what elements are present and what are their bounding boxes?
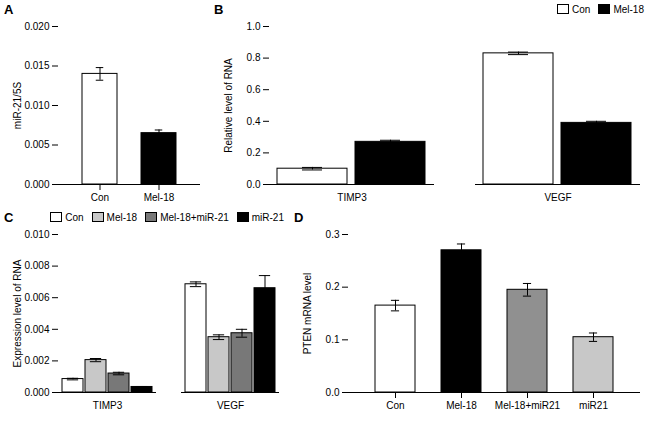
svg-text:0.000: 0.000	[24, 387, 49, 398]
svg-text:Expression level of RNA: Expression level of RNA	[12, 259, 23, 367]
svg-text:TIMP3: TIMP3	[93, 400, 123, 411]
svg-text:miR21: miR21	[579, 400, 608, 411]
svg-text:0.6: 0.6	[247, 84, 261, 95]
svg-text:PTEN mRNA level: PTEN mRNA level	[302, 273, 313, 355]
html-text:B: B	[214, 1, 224, 17]
svg-text:Mel-18: Mel-18	[446, 400, 477, 411]
html-text:C: C	[4, 209, 14, 225]
svg-text:0.005: 0.005	[24, 139, 49, 150]
svg-text:0.008: 0.008	[24, 260, 49, 271]
svg-text:0.8: 0.8	[247, 52, 261, 63]
svg-text:VEGF: VEGF	[544, 192, 571, 203]
html-text:Mel-18: Mel-18	[613, 3, 644, 15]
html-text:Con: Con	[572, 3, 591, 15]
html-text:Con: Con	[65, 211, 84, 223]
html-text:D: D	[294, 209, 304, 225]
svg-text:0.010: 0.010	[24, 100, 49, 111]
html-text:Mel-18: Mel-18	[106, 211, 138, 223]
html-text:A: A	[4, 1, 14, 17]
html-text:miR-21: miR-21	[251, 211, 284, 223]
svg-text:VEGF: VEGF	[217, 400, 244, 411]
svg-text:TIMP3: TIMP3	[337, 192, 367, 203]
svg-text:0.000: 0.000	[24, 179, 49, 190]
svg-text:1.0: 1.0	[247, 21, 261, 32]
svg-text:0.010: 0.010	[24, 229, 49, 240]
html-text:Mel-18+miR-21: Mel-18+miR-21	[160, 211, 229, 223]
svg-text:0.015: 0.015	[24, 60, 49, 71]
svg-text:miR-21/5S: miR-21/5S	[12, 82, 23, 130]
svg-text:Mel-18: Mel-18	[144, 192, 175, 203]
svg-text:0.2: 0.2	[326, 281, 340, 292]
svg-text:0.3: 0.3	[326, 229, 340, 240]
svg-text:Con: Con	[386, 400, 404, 411]
svg-text:0.006: 0.006	[24, 292, 49, 303]
svg-text:0.002: 0.002	[24, 355, 49, 366]
svg-text:0.2: 0.2	[247, 147, 261, 158]
svg-text:0.0: 0.0	[326, 387, 340, 398]
svg-text:0.1: 0.1	[326, 334, 340, 345]
svg-text:Con: Con	[91, 192, 109, 203]
svg-text:0.4: 0.4	[247, 116, 261, 127]
svg-text:Relative level of RNA: Relative level of RNA	[223, 58, 234, 153]
svg-text:Mel-18+miR21: Mel-18+miR21	[495, 400, 561, 411]
svg-text:0.0: 0.0	[247, 179, 261, 190]
svg-text:0.004: 0.004	[24, 324, 49, 335]
svg-text:0.020: 0.020	[24, 21, 49, 32]
